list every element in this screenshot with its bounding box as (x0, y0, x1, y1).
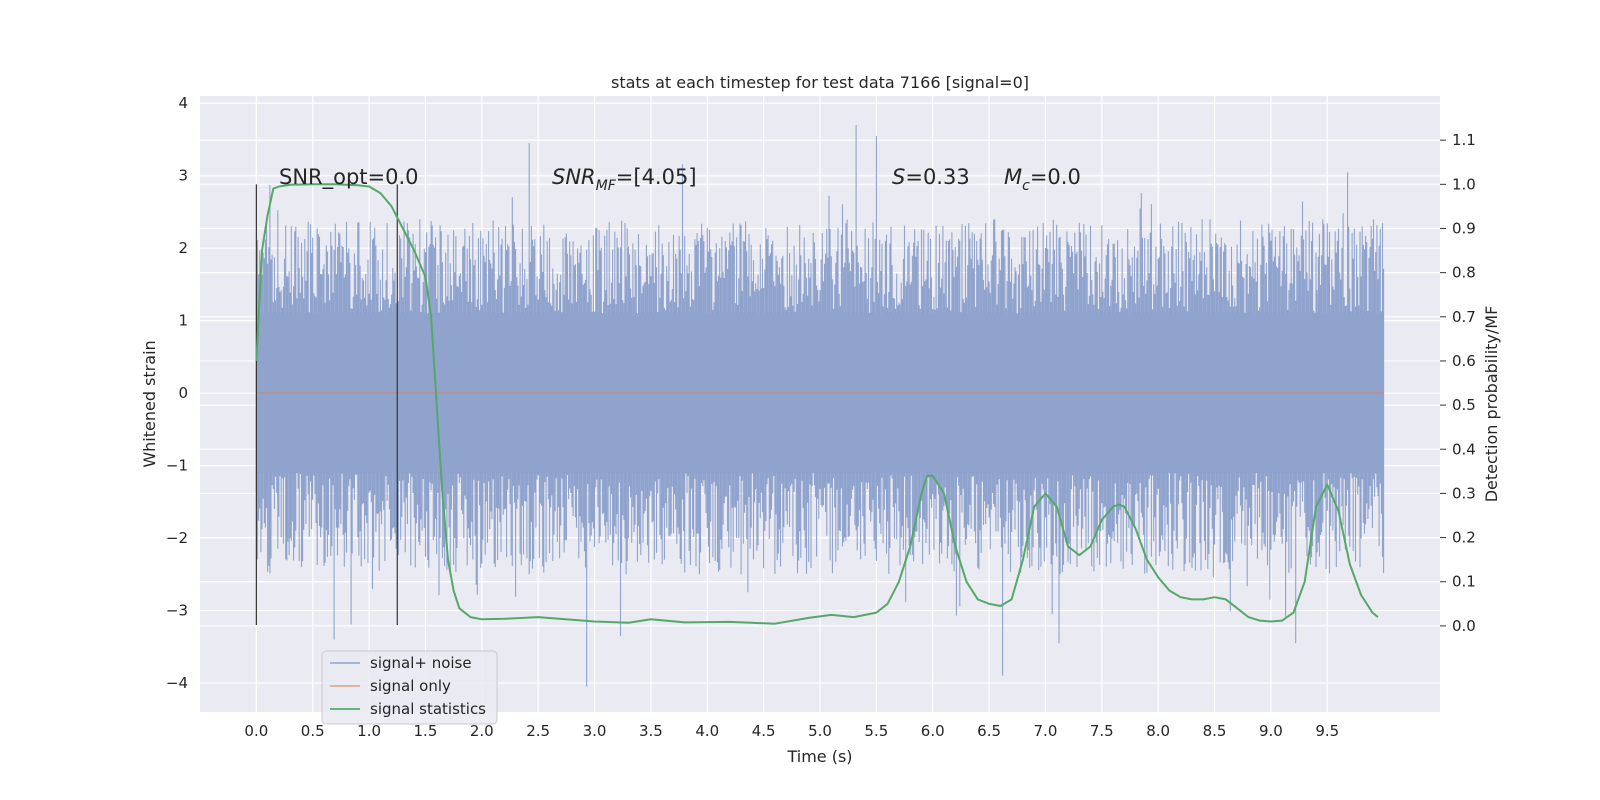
y-tick-label: 3 (178, 167, 188, 185)
y2-tick-label: 0.0 (1452, 617, 1476, 635)
x-tick-label: 9.5 (1315, 722, 1339, 740)
x-tick-label: 0.0 (244, 722, 268, 740)
y2-tick-label: 0.1 (1452, 573, 1476, 591)
x-tick-label: 3.5 (639, 722, 663, 740)
y-tick-label: 0 (178, 384, 188, 402)
x-tick-label: 8.5 (1203, 722, 1227, 740)
signal-statistics-series (255, 183, 1379, 625)
x-tick-label: 2.5 (526, 722, 550, 740)
legend-label-signal-noise: signal+ noise (370, 654, 472, 672)
y-tick-label: −2 (166, 529, 188, 547)
x-tick-label: 4.5 (752, 722, 776, 740)
vertical-markers (255, 184, 398, 626)
x-tick-label: 0.5 (301, 722, 325, 740)
y-tick-label: 4 (178, 94, 188, 112)
y2-tick-label: 0.2 (1452, 529, 1476, 547)
y-tick-label: 1 (178, 312, 188, 330)
x-tick-label: 7.5 (1090, 722, 1114, 740)
x-tick-label: 7.0 (1034, 722, 1058, 740)
y-tick-label: −3 (166, 602, 188, 620)
y-axis-label: Whitened strain (140, 340, 159, 467)
y-axis-ticks: −4 −3 −2 −1 0 1 2 3 4 (166, 94, 188, 692)
y2-tick-label: 0.3 (1452, 484, 1476, 502)
x-tick-label: 2.0 (470, 722, 494, 740)
x-tick-label: 9.0 (1259, 722, 1283, 740)
y2-tick-label: 1.1 (1452, 131, 1476, 149)
x-tick-label: 6.5 (977, 722, 1001, 740)
x-tick-label: 6.0 (921, 722, 945, 740)
y2-tick-label: 0.7 (1452, 308, 1476, 326)
annotation-snr-opt: SNR_opt=0.0 (279, 165, 419, 190)
y2-tick-label: 0.5 (1452, 396, 1476, 414)
x-tick-label: 4.0 (695, 722, 719, 740)
x-axis-label: Time (s) (786, 747, 852, 766)
annotation-mc: Mc=0.0 (1004, 165, 1081, 194)
legend-label-signal-only: signal only (370, 677, 451, 695)
x-axis-ticks: 0.0 0.5 1.0 1.5 2.0 2.5 3.0 3.5 4.0 4.5 5.0 5.5 6.0 6… (244, 722, 1339, 740)
legend-label-signal-statistics: signal statistics (370, 700, 486, 718)
x-tick-label: 5.0 (808, 722, 832, 740)
y-tick-label: −4 (166, 674, 188, 692)
signal-statistics-line (255, 183, 1379, 625)
chart-title: stats at each timestep for test data 716… (611, 73, 1029, 92)
x-tick-label: 1.5 (414, 722, 438, 740)
annotation-s: S=0.33 (892, 165, 970, 189)
y2-tick-label: 1.0 (1452, 175, 1476, 193)
y2-tick-label: 0.8 (1452, 264, 1476, 282)
y-tick-label: 2 (178, 239, 188, 257)
annotations: SNR_opt=0.0 SNRMF=[4.05] S=0.33 Mc=0.0 (279, 165, 1081, 194)
y2-tick-label: 0.9 (1452, 219, 1476, 237)
legend: signal+ noise signal only signal statist… (321, 650, 498, 725)
y2-tick-label: 0.4 (1452, 440, 1476, 458)
y2-axis-ticks: 0.0 0.1 0.2 0.3 0.4 0.5 0.6 0.7 0.8 0.9 1.0 1.1 (1440, 131, 1476, 635)
x-tick-label: 1.0 (357, 722, 381, 740)
annotation-snr-mf: SNRMF=[4.05] (552, 165, 697, 194)
x-tick-label: 3.0 (583, 722, 607, 740)
y2-axis-label: Detection probability/MF (1482, 306, 1501, 503)
y-tick-label: −1 (166, 457, 188, 475)
x-tick-label: 8.0 (1146, 722, 1170, 740)
y2-tick-label: 0.6 (1452, 352, 1476, 370)
legend-box (321, 650, 498, 725)
x-tick-label: 5.5 (864, 722, 888, 740)
